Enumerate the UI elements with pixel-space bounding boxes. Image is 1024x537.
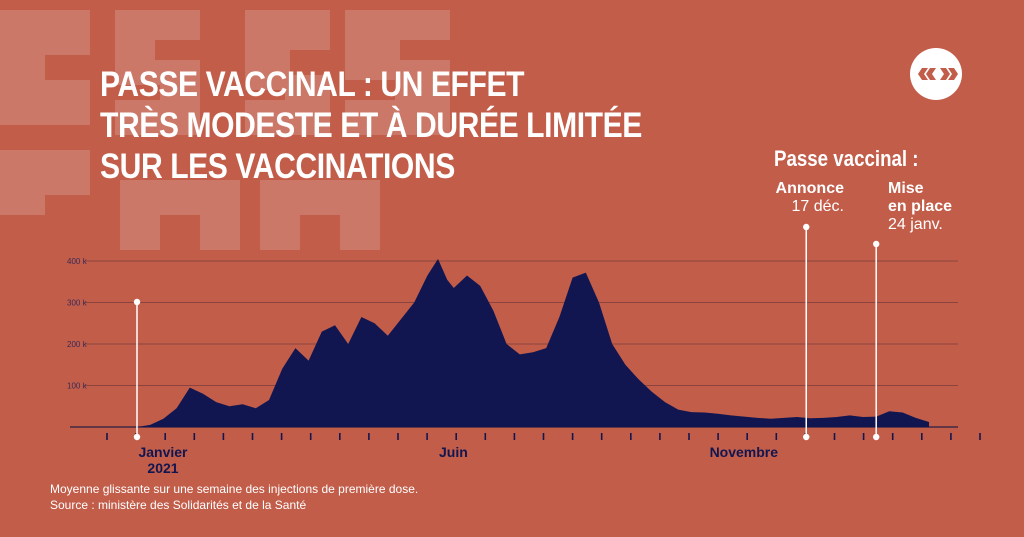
start-marker-dot xyxy=(133,298,141,306)
implement-label-1: Mise xyxy=(888,180,924,197)
title-line-2: TRÈS MODESTE ET À DURÉE LIMITÉE xyxy=(100,106,642,145)
y-tick-label: 400 k xyxy=(67,257,88,266)
x-month-label: Juin xyxy=(439,444,468,460)
title-line-1: PASSE VACCINAL : UN EFFET xyxy=(100,65,525,104)
x-year-label: 2021 xyxy=(147,460,178,476)
announce-annotation: Annonce 17 déc. xyxy=(776,180,844,216)
x-month-label: Novembre xyxy=(710,444,779,460)
event-marker-dot xyxy=(873,240,880,248)
chart-footer: Moyenne glissante sur une semaine des in… xyxy=(50,481,418,513)
footer-note: Moyenne glissante sur une semaine des in… xyxy=(50,482,419,496)
vaccinations-area xyxy=(110,258,930,427)
y-tick-label: 300 k xyxy=(67,299,88,308)
chart-title: PASSE VACCINAL : UN EFFET TRÈS MODESTE E… xyxy=(100,64,642,187)
footer-source: Source : ministère des Solidarités et de… xyxy=(50,498,307,512)
implement-label-2: en place xyxy=(888,198,953,215)
implement-annotation: Mise en place 24 janv. xyxy=(888,180,952,234)
event-marker-dot xyxy=(803,223,810,231)
announce-date: 17 déc. xyxy=(791,198,844,215)
event-marker-dot xyxy=(873,433,880,441)
y-tick-label: 200 k xyxy=(67,340,88,349)
x-month-label: Janvier xyxy=(138,444,188,460)
announce-label: Annonce xyxy=(775,180,844,197)
logo-icon xyxy=(910,48,962,100)
event-marker-dot xyxy=(803,433,810,441)
start-marker-dot xyxy=(133,433,141,441)
y-tick-label: 100 k xyxy=(67,382,88,391)
title-line-3: SUR LES VACCINATIONS xyxy=(100,147,455,186)
implement-date: 24 janv. xyxy=(888,216,943,233)
passe-vaccinal-heading: Passe vaccinal : xyxy=(774,146,919,171)
